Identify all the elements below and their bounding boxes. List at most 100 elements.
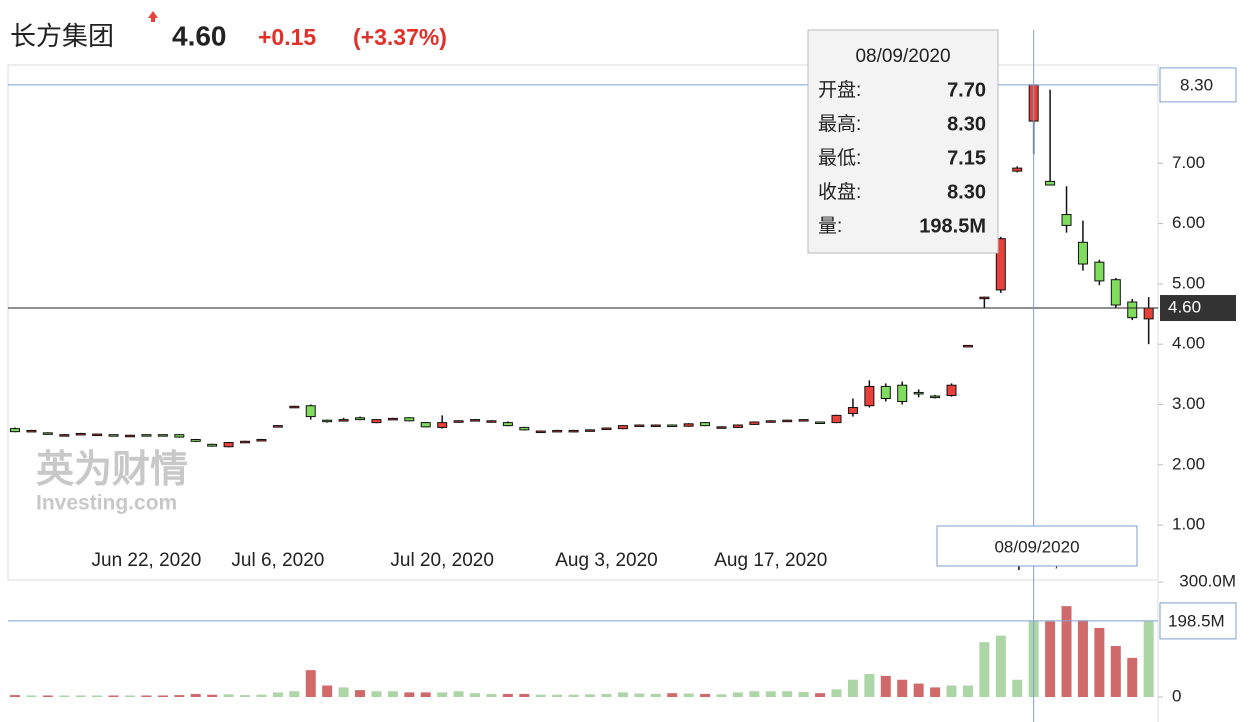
volume-bar (700, 693, 711, 697)
volume-bar (798, 692, 809, 697)
tooltip-label: 量: (818, 216, 842, 237)
price-panel (7, 64, 1159, 581)
candle-body (437, 422, 448, 428)
volume-bar (1077, 620, 1088, 697)
candle-body (815, 421, 826, 425)
change: +0.15 (258, 24, 316, 50)
volume-bar (897, 679, 908, 697)
tooltip (807, 29, 999, 254)
candle-body (42, 432, 53, 435)
volume-bar (979, 642, 990, 697)
candle-body (108, 434, 119, 437)
volume-bar (108, 695, 119, 697)
candle-body (601, 427, 612, 431)
volume-bar (190, 693, 201, 697)
volume-bar (174, 695, 185, 697)
candle-body (1127, 301, 1138, 319)
candle-body (125, 434, 136, 438)
volume-bar (880, 675, 891, 697)
y-tick-label: 5.00 (1172, 273, 1205, 292)
volume-bar (437, 692, 448, 697)
candle-body (338, 419, 349, 422)
candle-body (502, 422, 513, 427)
volume-bar (847, 679, 858, 697)
volume-bar (634, 693, 645, 697)
tooltip-label: 最低: (818, 147, 861, 169)
volume-bar (141, 695, 152, 697)
volume-bar (420, 692, 431, 697)
stock-name: 长方集团 (10, 21, 114, 51)
volume-bar (1143, 621, 1154, 697)
candle-body (749, 421, 760, 425)
candle-body (634, 424, 645, 428)
candle-body (1045, 180, 1056, 186)
candle-body (256, 438, 267, 442)
crosshair-volume-label: 198.5M (1168, 611, 1225, 630)
volume-bar (371, 691, 382, 697)
candle-body (897, 384, 908, 402)
volume-bar (617, 692, 628, 697)
candle-body (420, 422, 431, 428)
candle-body (1094, 261, 1105, 282)
volume-bar (864, 674, 875, 697)
candle-body (995, 238, 1006, 291)
candle-body (1143, 307, 1154, 320)
volume-bar (502, 693, 513, 697)
candle-body (552, 429, 563, 433)
volume-bar (962, 685, 973, 697)
volume-bar (42, 695, 53, 697)
volume-bar (59, 695, 70, 697)
volume-bar (782, 691, 793, 697)
x-tick-label: Jun 22, 2020 (92, 550, 202, 571)
volume-bar (552, 694, 563, 697)
candle-body (683, 423, 694, 427)
volume-bar (240, 695, 251, 697)
candle-body (240, 440, 251, 444)
candle-body (798, 419, 809, 422)
volume-bar (1061, 606, 1072, 697)
tooltip-value: 8.30 (947, 113, 986, 135)
volume-bar (387, 691, 398, 697)
candle-body (322, 419, 333, 423)
crosshair-price-box (1159, 67, 1237, 103)
volume-bar (223, 694, 234, 697)
volume-bar (650, 693, 661, 697)
candle-body (1077, 241, 1088, 265)
x-tick-label: Aug 3, 2020 (555, 550, 657, 571)
volume-bar (1094, 628, 1105, 697)
volume-bar (26, 695, 37, 697)
last-price-box (1160, 295, 1236, 322)
candle-body (880, 385, 891, 399)
candle-body (913, 391, 924, 395)
candle-body (650, 424, 661, 428)
candle-body (535, 430, 546, 434)
volume-bar (289, 691, 300, 697)
tooltip-value: 198.5M (919, 215, 986, 237)
candle-body (387, 417, 398, 421)
volume-bar (1012, 679, 1023, 697)
candle-body (470, 419, 481, 422)
volume-bar (207, 694, 218, 697)
volume-bar (683, 693, 694, 697)
candle-body (765, 420, 776, 423)
tooltip-label: 最高: (818, 113, 861, 135)
candle-body (453, 420, 464, 423)
candle-body (946, 384, 957, 396)
candle-body (831, 414, 842, 424)
candle-body (174, 434, 185, 438)
candle-body (157, 434, 168, 437)
candle-body (223, 442, 234, 448)
candle-body (1061, 214, 1072, 226)
candle-body (92, 433, 103, 437)
candle-body (272, 425, 283, 428)
volume-bar (453, 691, 464, 697)
volume-bar (535, 694, 546, 697)
volume-bar (125, 695, 136, 697)
volume-bar (1127, 657, 1138, 697)
candle-body (141, 434, 152, 437)
crosshair-date-label: 08/09/2020 (994, 537, 1079, 556)
volume-bar (355, 690, 366, 697)
candle-body (847, 407, 858, 415)
